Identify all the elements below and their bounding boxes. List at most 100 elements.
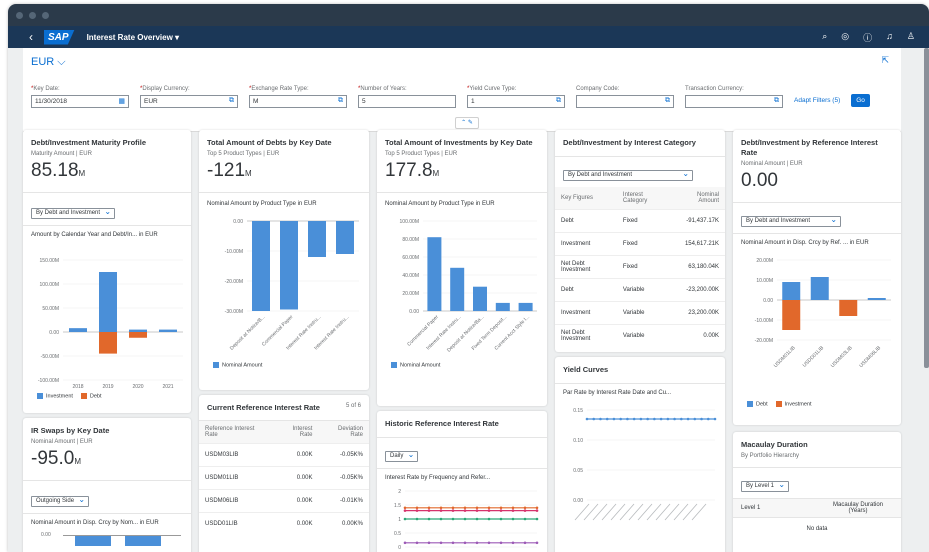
data-point[interactable] [487, 541, 491, 545]
data-point[interactable] [666, 417, 670, 421]
data-point[interactable] [599, 417, 602, 421]
card-macaulay-duration[interactable]: Macaulay Duration By Portfolio Hierarchy… [733, 432, 901, 552]
data-point[interactable] [415, 506, 419, 510]
bar[interactable] [782, 282, 801, 300]
table-row[interactable]: Investment Fixed 154,617.21K [555, 232, 725, 255]
data-point[interactable] [535, 517, 539, 521]
data-point[interactable] [535, 509, 539, 512]
bar[interactable] [518, 302, 533, 311]
data-point[interactable] [680, 417, 683, 421]
data-point[interactable] [415, 517, 419, 521]
data-point[interactable] [475, 509, 479, 512]
data-point[interactable] [511, 506, 515, 510]
frequency-select[interactable]: Daily [385, 450, 419, 462]
data-point[interactable] [451, 517, 455, 521]
data-point[interactable] [403, 541, 407, 545]
card-historic-reference-rate[interactable]: Historic Reference Interest Rate Daily I… [377, 411, 547, 552]
scrollbar[interactable] [924, 48, 929, 368]
data-point[interactable] [415, 541, 419, 545]
share-icon[interactable]: ⇱ [881, 55, 889, 65]
data-point[interactable] [439, 509, 443, 512]
data-point[interactable] [511, 517, 515, 521]
help-icon[interactable]: ⓘ [863, 32, 873, 43]
bar[interactable] [867, 298, 886, 300]
data-point[interactable] [585, 417, 589, 421]
bar[interactable] [336, 221, 354, 254]
data-point[interactable] [463, 517, 467, 521]
bar[interactable] [99, 272, 117, 332]
side-select[interactable]: Outgoing Side [31, 495, 90, 507]
bar[interactable] [473, 286, 487, 311]
data-point[interactable] [475, 506, 479, 510]
filter-input[interactable]: 5 [358, 95, 456, 108]
bar[interactable] [280, 221, 298, 310]
data-point[interactable] [403, 509, 407, 512]
window-minimize-dot[interactable] [29, 11, 36, 19]
value-help-icon[interactable]: ⧉ [774, 97, 779, 104]
data-point[interactable] [427, 506, 431, 510]
table-row[interactable]: Debt Fixed -91,437.17K [555, 209, 725, 232]
data-point[interactable] [700, 417, 703, 421]
table-row[interactable]: Net Debt Investment Variable 0.00K [555, 324, 725, 347]
data-point[interactable] [475, 517, 479, 521]
user-icon[interactable]: ♙ [906, 30, 915, 41]
card-ir-swaps[interactable]: IR Swaps by Key Date Nominal Amount | EU… [23, 418, 191, 552]
data-point[interactable] [605, 417, 609, 421]
search-icon[interactable]: ⌕ [822, 30, 828, 41]
calendar-icon[interactable]: ▦ [118, 98, 125, 105]
view-select[interactable]: By Debt and Investment [31, 207, 116, 219]
bar[interactable] [810, 277, 829, 300]
data-point[interactable] [523, 506, 527, 510]
bar[interactable] [495, 302, 510, 311]
data-point[interactable] [451, 541, 455, 545]
filter-input[interactable]: ⧉ [576, 95, 674, 108]
data-point[interactable] [451, 509, 455, 512]
bar[interactable] [159, 329, 177, 332]
bar[interactable] [75, 536, 111, 546]
back-icon[interactable]: ‹ [29, 30, 33, 44]
value-help-icon[interactable]: ⧉ [338, 97, 343, 104]
table-row[interactable]: Investment Variable 23,200.00K [555, 301, 725, 324]
bar[interactable] [782, 300, 801, 330]
data-point[interactable] [463, 509, 467, 512]
filter-input[interactable]: 1 ⧉ [467, 95, 565, 108]
data-point[interactable] [439, 541, 443, 545]
value-help-icon[interactable]: ⧉ [556, 97, 561, 104]
data-point[interactable] [659, 417, 663, 421]
data-point[interactable] [612, 417, 616, 421]
data-point[interactable] [626, 417, 629, 421]
data-point[interactable] [686, 417, 690, 421]
filter-input[interactable]: EUR ⧉ [140, 95, 238, 108]
data-point[interactable] [523, 509, 527, 512]
go-button[interactable]: Go [851, 94, 870, 107]
data-point[interactable] [403, 506, 407, 510]
bar[interactable] [129, 332, 147, 338]
window-maximize-dot[interactable] [42, 11, 49, 19]
view-select[interactable]: By Debt and Investment [563, 169, 694, 181]
bar[interactable] [427, 237, 442, 311]
data-point[interactable] [693, 417, 697, 421]
yield-line-chart[interactable]: 0.15 0.10 0.05 0.00 [555, 396, 725, 546]
data-point[interactable] [451, 506, 455, 510]
table-row[interactable]: USDM01LIB 0.00K -0.05K% [199, 466, 369, 489]
data-point[interactable] [463, 541, 467, 545]
historic-line-chart[interactable]: 2 1.5 1 0.5 0 [377, 481, 547, 551]
card-interest-category[interactable]: Debt/Investment by Interest Category By … [555, 130, 725, 352]
data-point[interactable] [487, 517, 491, 521]
data-point[interactable] [653, 417, 656, 421]
table-row[interactable]: USDM03LIB 0.00K -0.05K% [199, 443, 369, 466]
card-current-reference-rate[interactable]: Current Reference Interest Rate 5 of 6 R… [199, 395, 369, 552]
level-select[interactable]: By Level 1 [741, 480, 790, 492]
data-point[interactable] [511, 509, 515, 512]
data-point[interactable] [487, 506, 491, 510]
data-point[interactable] [427, 509, 431, 512]
window-close-dot[interactable] [16, 11, 23, 19]
card-reference-rate[interactable]: Debt/Investment by Reference Interest Ra… [733, 130, 901, 425]
data-point[interactable] [673, 417, 676, 421]
value-help-icon[interactable]: ⧉ [665, 97, 670, 104]
bar[interactable] [308, 221, 326, 257]
data-point[interactable] [427, 541, 431, 545]
data-point[interactable] [439, 506, 443, 510]
card-investments[interactable]: Total Amount of Investments by Key Date … [377, 130, 547, 406]
data-point[interactable] [403, 517, 407, 521]
